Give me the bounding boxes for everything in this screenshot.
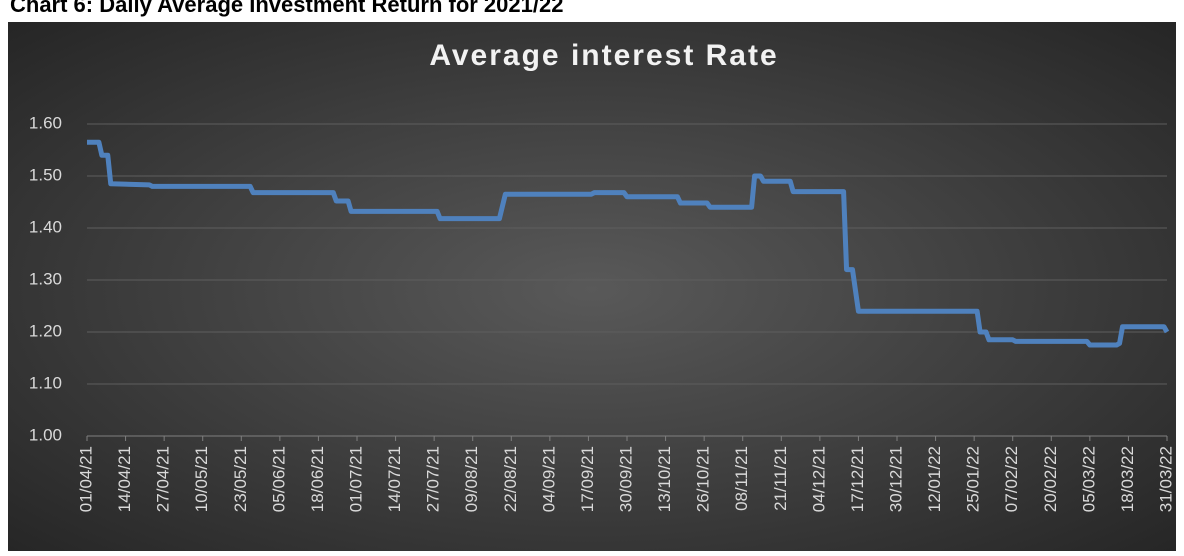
x-tick-label: 07/02/22	[1002, 446, 1021, 512]
x-tick-label: 04/12/21	[809, 446, 828, 512]
x-tick-label: 30/09/21	[616, 446, 635, 512]
x-tick-label: 12/01/22	[925, 446, 944, 512]
x-tick-label: 23/05/21	[231, 446, 250, 512]
x-tick-label: 20/02/22	[1041, 446, 1060, 512]
chart-title: Average interest Rate	[429, 39, 778, 72]
page-title: Chart 6: Daily Average Investment Return…	[10, 0, 563, 17]
chart-background	[8, 22, 1176, 556]
y-tick-label: 1.40	[29, 217, 62, 236]
x-tick-label: 26/10/21	[694, 446, 713, 512]
x-tick-label: 01/07/21	[346, 446, 365, 512]
x-tick-label: 27/07/21	[424, 446, 443, 512]
y-tick-label: 1.10	[29, 373, 62, 392]
x-tick-label: 13/10/21	[655, 446, 674, 512]
y-tick-label: 1.50	[29, 165, 62, 184]
x-tick-label: 01/04/21	[76, 446, 95, 512]
x-tick-label: 18/03/22	[1118, 446, 1137, 512]
y-tick-label: 1.00	[29, 425, 62, 444]
x-tick-label: 10/05/21	[192, 446, 211, 512]
x-tick-label: 09/08/21	[462, 446, 481, 512]
x-tick-label: 31/03/22	[1156, 446, 1175, 512]
data-line	[87, 139, 1170, 348]
x-tick-label: 30/12/21	[886, 446, 905, 512]
x-tick-label: 14/07/21	[385, 446, 404, 512]
x-tick-label: 17/09/21	[578, 446, 597, 512]
x-tick-label: 05/06/21	[269, 446, 288, 512]
x-tick-label: 25/01/22	[964, 446, 983, 512]
x-tick-label: 08/11/21	[732, 446, 751, 511]
y-tick-label: 1.20	[29, 321, 62, 340]
x-tick-label: 27/04/21	[154, 446, 173, 512]
x-tick-label: 14/04/21	[115, 446, 134, 512]
x-tick-label: 04/09/21	[539, 446, 558, 512]
x-tick-label: 05/03/22	[1079, 446, 1098, 512]
y-tick-label: 1.60	[29, 113, 62, 132]
x-tick-label: 17/12/21	[848, 446, 867, 512]
y-tick-label: 1.30	[29, 269, 62, 288]
x-tick-label: 18/06/21	[308, 446, 327, 512]
x-tick-label: 21/11/21	[771, 446, 790, 511]
x-tick-label: 22/08/21	[501, 446, 520, 512]
